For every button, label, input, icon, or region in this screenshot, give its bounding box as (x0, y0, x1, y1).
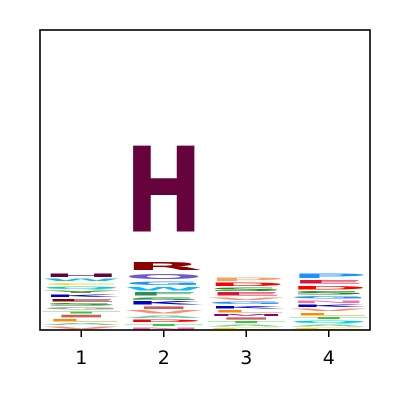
logo-letter: P (290, 272, 368, 279)
logo-letter: O (125, 272, 203, 280)
logo-letter: R (125, 260, 203, 272)
logo-letter: C (42, 282, 121, 285)
logo-letter: E (42, 298, 120, 302)
logo-letter: I (42, 314, 120, 318)
logo-letter: A (125, 315, 204, 319)
logo-letter: G (125, 281, 203, 287)
logo-letter: C (207, 327, 285, 330)
logo-letter: T (42, 311, 121, 314)
logo-letter: G (207, 301, 286, 305)
logo-letter: E (290, 279, 368, 284)
x-tick-label: 3 (240, 347, 252, 369)
logo-letter: E (207, 292, 286, 297)
x-tick-label: 1 (75, 347, 87, 369)
logo-letter: L (42, 318, 121, 322)
logo-letter: N (290, 299, 368, 303)
logo-letter: C (290, 327, 368, 330)
logo-letter: D (125, 319, 203, 323)
logo-letter: N (125, 327, 203, 330)
logo-letter: S (290, 290, 368, 295)
logo-letter: G (290, 295, 369, 299)
logo-letter: S (42, 302, 120, 306)
x-axis-ticks: 1 2 3 4 (75, 330, 335, 369)
letter-stacks: VALITGSEKYQCWHNTDAVIKSFWGORHCATIMLKGVESD… (42, 123, 369, 330)
logo-letter: V (290, 308, 369, 312)
plot-frame (39, 29, 371, 331)
logo-letter: K (125, 301, 204, 306)
logo-letter: S (207, 287, 285, 292)
logo-letter: K (207, 305, 286, 309)
logo-letter: G (42, 306, 121, 310)
logo-letter: K (42, 294, 121, 298)
logo-letter: W (125, 286, 203, 292)
x-tick-label: 2 (158, 347, 170, 369)
logo-letter: F (125, 292, 204, 297)
logo-letter: W (42, 278, 121, 282)
logo-letter: H (125, 123, 203, 260)
logo-letter: D (207, 282, 285, 287)
x-tick-label: 4 (323, 347, 335, 369)
logo-letter: T (125, 323, 204, 326)
logo-letter: M (207, 313, 285, 316)
logo-letter: Q (290, 320, 368, 324)
logo-letter: T (207, 320, 286, 323)
logo-letter: K (290, 304, 369, 308)
logo-letter: S (125, 297, 203, 301)
logo-letter: V (125, 310, 204, 315)
logo-letter: V (42, 326, 121, 330)
logo-letter: L (207, 309, 286, 313)
logo-letter: I (125, 306, 203, 310)
logo-letter: H (42, 273, 120, 278)
logo-letter: L (290, 312, 369, 316)
logo-letter: Y (42, 290, 121, 294)
logo-letter: A (42, 322, 121, 325)
logo-letter: V (207, 297, 286, 301)
logo-letter: A (290, 324, 369, 327)
logo-letter: Q (42, 286, 120, 290)
logo-letter: P (207, 277, 286, 283)
logo-letter: D (290, 285, 369, 291)
logo-letter: T (290, 316, 369, 319)
logo-letter: A (207, 324, 286, 327)
logo-letter: I (207, 317, 285, 320)
